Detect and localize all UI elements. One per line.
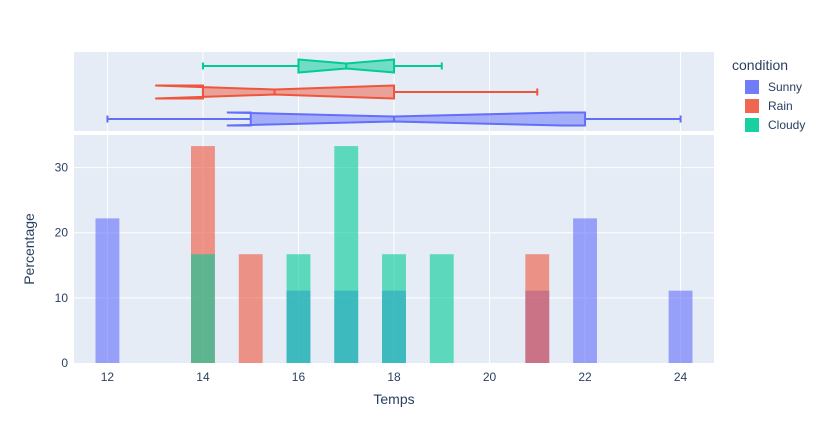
histogram-bar-rain bbox=[525, 254, 550, 363]
legend-label-rain: Rain bbox=[768, 99, 793, 113]
y-tick-label: 0 bbox=[61, 356, 68, 370]
legend-label-cloudy: Cloudy bbox=[768, 118, 805, 132]
box-body bbox=[226, 111, 587, 127]
marginal-boxplots bbox=[106, 58, 682, 127]
histogram-bar-sunny bbox=[668, 290, 693, 363]
histogram-bar-cloudy bbox=[429, 254, 454, 363]
x-tick-label: 16 bbox=[292, 370, 306, 384]
legend-label-sunny: Sunny bbox=[768, 80, 802, 94]
legend-title: condition bbox=[732, 57, 788, 73]
legend-swatch-rain bbox=[745, 99, 759, 113]
boxplot-sunny bbox=[106, 111, 682, 127]
histogram-bar-sunny bbox=[95, 218, 120, 363]
x-tick-labels: 12 14 16 18 20 22 24 bbox=[101, 370, 688, 384]
legend: condition Sunny Rain Cloudy bbox=[732, 57, 805, 132]
y-tick-label: 20 bbox=[55, 226, 69, 240]
boxplot-cloudy bbox=[201, 58, 443, 74]
y-tick-labels: 0 10 20 30 bbox=[55, 161, 69, 370]
x-tick-label: 12 bbox=[101, 370, 115, 384]
legend-swatch-cloudy bbox=[745, 118, 759, 132]
x-tick-label: 14 bbox=[196, 370, 210, 384]
legend-swatch-sunny bbox=[745, 80, 759, 94]
boxplot-rain bbox=[155, 84, 539, 100]
histogram-bar-sunny bbox=[573, 218, 597, 363]
x-axis-title: Temps bbox=[373, 391, 414, 407]
x-tick-label: 22 bbox=[578, 370, 592, 384]
histogram-bar-cloudy bbox=[286, 254, 311, 363]
histogram-bar-rain bbox=[238, 254, 263, 363]
y-axis-title: Percentage bbox=[21, 213, 37, 285]
x-tick-label: 24 bbox=[674, 370, 688, 384]
histogram-bar-cloudy bbox=[382, 254, 406, 363]
histogram-bar-cloudy bbox=[334, 146, 359, 363]
x-tick-label: 18 bbox=[387, 370, 401, 384]
y-tick-label: 10 bbox=[55, 291, 69, 305]
histogram-bar-cloudy bbox=[191, 254, 215, 363]
x-tick-label: 20 bbox=[483, 370, 497, 384]
y-tick-label: 30 bbox=[55, 161, 69, 175]
histogram-bars bbox=[95, 146, 693, 363]
